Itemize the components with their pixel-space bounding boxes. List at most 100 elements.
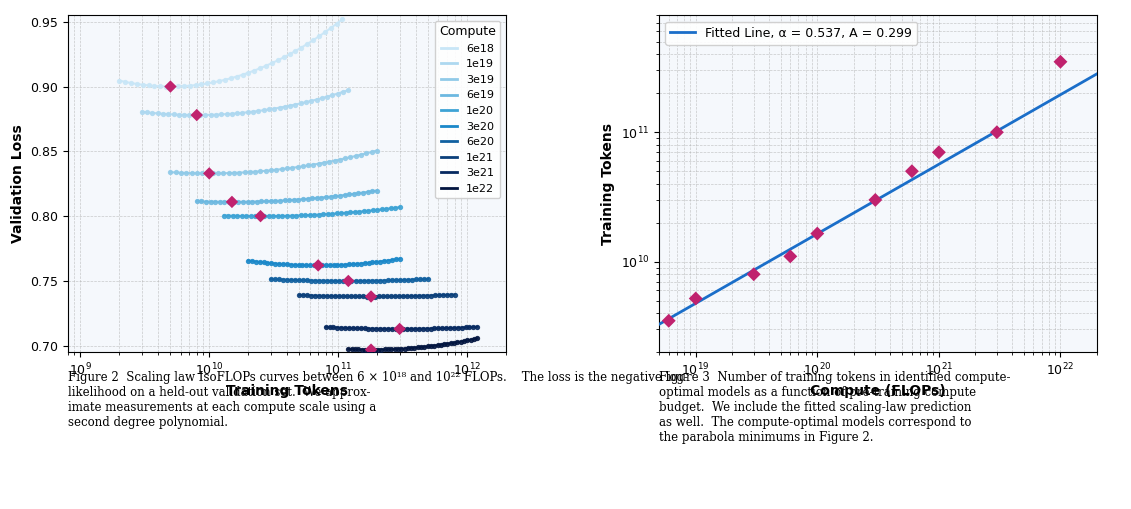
Point: [407, 275, 425, 284]
Point: [395, 325, 413, 333]
Point: [285, 196, 303, 204]
Point: [331, 155, 349, 163]
Point: [342, 208, 360, 216]
Point: [317, 261, 335, 269]
Point: [144, 109, 162, 117]
Point: [233, 71, 251, 79]
Point: [320, 323, 338, 331]
Point: [343, 345, 361, 353]
Point: [230, 198, 248, 206]
Point: [444, 324, 463, 332]
Legend: 6e18, 1e19, 3e19, 6e19, 1e20, 3e20, 6e20, 1e21, 3e21, 1e22: 6e18, 1e19, 3e19, 6e19, 1e20, 3e20, 6e20…: [434, 21, 500, 199]
Point: [403, 275, 421, 284]
Point: [375, 257, 394, 265]
Point: [318, 277, 336, 285]
Point: [162, 168, 180, 176]
Point: [336, 261, 354, 269]
Point: [249, 107, 267, 115]
Point: [331, 191, 349, 200]
Point: [444, 338, 463, 347]
Point: [368, 206, 386, 214]
Point: [270, 196, 288, 205]
Point: [200, 169, 218, 178]
Point: [314, 292, 333, 300]
Point: [352, 260, 370, 268]
Point: [239, 257, 257, 265]
Point: [336, 324, 354, 332]
Point: [240, 69, 258, 77]
Point: [163, 82, 181, 91]
Legend: Fitted Line, α = 0.537, A = 0.299: Fitted Line, α = 0.537, A = 0.299: [665, 21, 917, 44]
Point: [375, 346, 394, 354]
Point: [294, 195, 312, 203]
Point: [422, 325, 440, 333]
Point: [293, 261, 311, 269]
Point: [433, 291, 451, 299]
Point: [368, 147, 386, 155]
Point: [362, 346, 380, 354]
Point: [329, 90, 347, 98]
Point: [336, 191, 354, 199]
Point: [354, 207, 372, 215]
Point: [265, 212, 283, 220]
Point: [235, 168, 253, 177]
Point: [242, 212, 260, 220]
Point: [223, 109, 241, 118]
Point: [390, 325, 408, 333]
Point: [414, 325, 432, 333]
Point: [188, 111, 206, 119]
Point: [339, 345, 357, 353]
Point: [339, 86, 357, 94]
Point: [359, 188, 377, 196]
Point: [365, 346, 383, 354]
Point: [267, 165, 285, 174]
X-axis label: Compute (FLOPs): Compute (FLOPs): [810, 384, 946, 398]
Point: [360, 259, 378, 267]
Point: [449, 324, 467, 332]
Point: [162, 82, 180, 91]
Point: [254, 259, 273, 267]
Point: [187, 81, 205, 89]
Point: [372, 346, 390, 354]
Point: [371, 325, 389, 333]
Point: [244, 107, 262, 116]
Point: [219, 212, 238, 220]
Point: [340, 261, 359, 269]
Point: [386, 345, 404, 353]
Point: [278, 164, 296, 173]
Point: [338, 277, 356, 285]
Point: [330, 292, 348, 300]
Point: [276, 196, 294, 205]
Point: [317, 193, 335, 201]
Point: [231, 168, 249, 177]
Point: [302, 292, 320, 300]
Point: [215, 198, 233, 206]
Point: [201, 111, 219, 119]
Point: [262, 59, 280, 67]
Point: [448, 338, 466, 346]
Point: [222, 74, 240, 82]
Point: [282, 261, 300, 269]
Point: [334, 15, 352, 23]
Point: [323, 210, 342, 218]
Point: [313, 94, 331, 102]
Point: [308, 95, 326, 103]
Point: [406, 325, 424, 333]
Point: [170, 110, 188, 119]
Point: [326, 292, 344, 300]
Point: [233, 212, 251, 220]
Point: [283, 212, 301, 220]
Point: [377, 205, 395, 213]
Point: [378, 292, 396, 300]
Point: [188, 197, 206, 205]
Point: [201, 197, 219, 206]
Point: [390, 325, 408, 333]
Text: Figure 3  Number of training tokens in identified compute-
optimal models as a f: Figure 3 Number of training tokens in id…: [659, 371, 1011, 444]
Point: [406, 292, 424, 300]
Point: [314, 159, 333, 167]
Point: [379, 325, 397, 333]
Point: [398, 292, 416, 300]
Point: [366, 277, 385, 285]
Point: [320, 261, 338, 269]
Point: [374, 325, 392, 333]
